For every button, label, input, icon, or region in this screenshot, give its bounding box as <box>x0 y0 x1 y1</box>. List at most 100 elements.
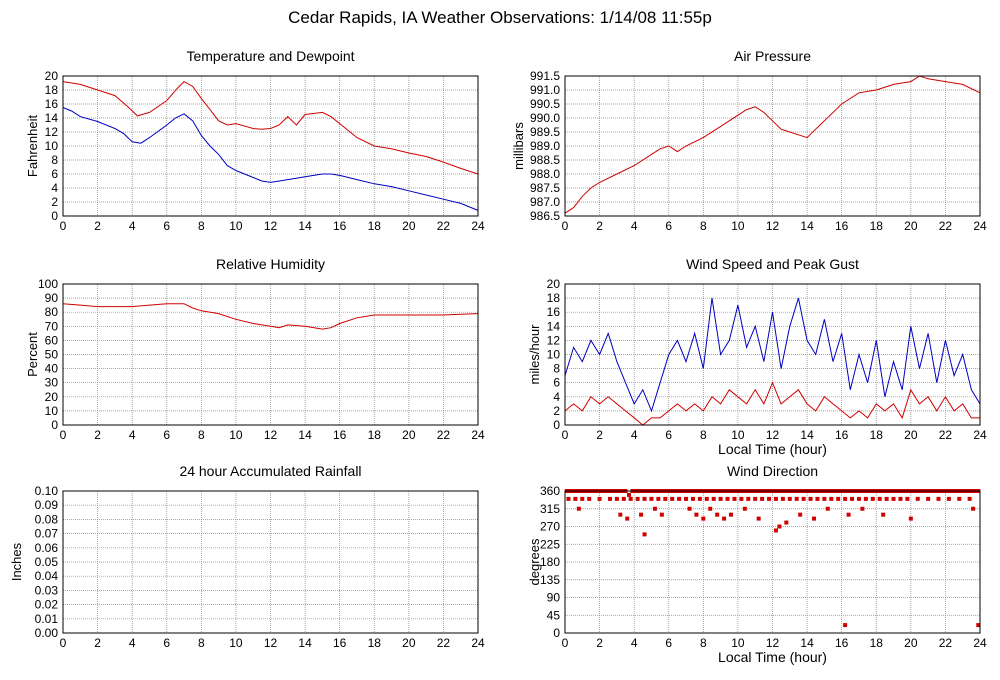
y-tick-label: 0.07 <box>35 527 59 541</box>
data-point <box>822 496 827 501</box>
data-point <box>725 496 730 501</box>
y-tick-label: 18 <box>547 291 561 305</box>
data-point <box>756 516 761 521</box>
x-tick-label: 10 <box>731 428 745 442</box>
data-point <box>597 496 602 501</box>
x-tick-label: 24 <box>973 219 987 233</box>
data-point <box>976 623 981 628</box>
x-tick-label: 12 <box>264 219 278 233</box>
y-axis-label: millibars <box>511 122 526 170</box>
data-point <box>663 496 668 501</box>
y-tick-label: 14 <box>547 319 561 333</box>
y-tick-label: 987.5 <box>530 181 560 195</box>
y-tick-label: 4 <box>51 181 58 195</box>
chart-title: Wind Speed and Peak Gust <box>686 256 859 272</box>
y-tick-label: 14 <box>45 111 59 125</box>
y-tick-label: 988.5 <box>530 153 560 167</box>
x-tick-label: 24 <box>973 428 987 442</box>
data-point <box>898 496 903 501</box>
y-tick-label: 0 <box>51 418 58 432</box>
data-point <box>697 496 702 501</box>
data-point <box>860 506 865 511</box>
x-tick-label: 18 <box>368 219 382 233</box>
data-point <box>946 496 951 501</box>
y-tick-label: 0.01 <box>35 612 59 626</box>
x-tick-label: 22 <box>939 219 953 233</box>
data-point <box>573 496 578 501</box>
x-tick-label: 12 <box>766 219 780 233</box>
data-point <box>607 496 612 501</box>
y-axis-label: Fahrenheit <box>25 115 40 178</box>
y-tick-label: 225 <box>540 537 560 551</box>
data-point <box>718 496 723 501</box>
chart-title: 24 hour Accumulated Rainfall <box>179 463 361 479</box>
series-line-1 <box>62 107 479 211</box>
y-tick-label: 40 <box>45 362 59 376</box>
y-tick-label: 16 <box>45 97 59 111</box>
x-tick-label: 4 <box>129 636 136 650</box>
data-point <box>971 506 976 511</box>
y-tick-label: 990.0 <box>530 111 560 125</box>
y-tick-label: 80 <box>45 305 59 319</box>
data-point <box>850 496 855 501</box>
series-line-0 <box>62 303 479 330</box>
y-axis-label: miles/hour <box>527 324 542 385</box>
y-tick-label: 20 <box>45 390 59 404</box>
y-tick-label: 20 <box>45 69 59 83</box>
data-point <box>863 496 868 501</box>
data-point <box>957 496 962 501</box>
y-tick-label: 0.03 <box>35 583 59 597</box>
x-tick-label: 20 <box>402 428 416 442</box>
x-tick-label: 10 <box>229 219 243 233</box>
y-tick-label: 0 <box>51 209 58 223</box>
data-point <box>967 496 972 501</box>
x-tick-label: 22 <box>939 428 953 442</box>
data-point <box>621 496 626 501</box>
y-tick-label: 10 <box>45 404 59 418</box>
data-point <box>784 520 789 525</box>
y-tick-label: 991.0 <box>530 83 560 97</box>
y-tick-label: 90 <box>547 591 561 605</box>
x-tick-label: 24 <box>471 636 485 650</box>
data-point <box>825 506 830 511</box>
y-tick-label: 0.02 <box>35 598 59 612</box>
y-tick-label: 70 <box>45 319 59 333</box>
y-tick-label: 135 <box>540 573 560 587</box>
x-tick-label: 12 <box>766 636 780 650</box>
data-point <box>812 516 816 521</box>
data-point <box>670 496 675 501</box>
y-tick-label: 60 <box>45 333 59 347</box>
x-tick-label: 8 <box>198 636 205 650</box>
x-tick-label: 14 <box>298 636 312 650</box>
x-tick-label: 2 <box>94 219 101 233</box>
x-axis-label: Local Time (hour) <box>718 441 827 457</box>
x-tick-label: 10 <box>731 219 745 233</box>
x-tick-label: 24 <box>973 636 987 650</box>
x-tick-label: 10 <box>229 636 243 650</box>
data-point <box>773 496 778 501</box>
y-tick-label: 4 <box>553 390 560 404</box>
x-tick-label: 6 <box>665 428 672 442</box>
y-tick-label: 991.5 <box>530 69 560 83</box>
y-tick-label: 0.10 <box>35 484 59 498</box>
data-point <box>642 496 647 501</box>
data-point <box>580 496 585 501</box>
data-point <box>794 496 799 501</box>
y-tick-label: 12 <box>547 333 561 347</box>
data-point <box>711 496 716 501</box>
data-point <box>652 506 657 511</box>
data-point <box>576 506 581 511</box>
y-tick-label: 8 <box>51 153 58 167</box>
x-tick-label: 18 <box>870 219 884 233</box>
y-tick-label: 6 <box>553 376 560 390</box>
x-tick-label: 4 <box>631 428 638 442</box>
data-point <box>777 524 782 529</box>
x-tick-label: 16 <box>333 428 347 442</box>
x-tick-label: 22 <box>437 636 451 650</box>
x-tick-label: 2 <box>596 428 603 442</box>
data-point <box>829 496 834 501</box>
x-tick-label: 2 <box>596 219 603 233</box>
y-tick-label: 12 <box>45 125 59 139</box>
y-tick-label: 988.0 <box>530 167 560 181</box>
x-tick-label: 20 <box>402 219 416 233</box>
